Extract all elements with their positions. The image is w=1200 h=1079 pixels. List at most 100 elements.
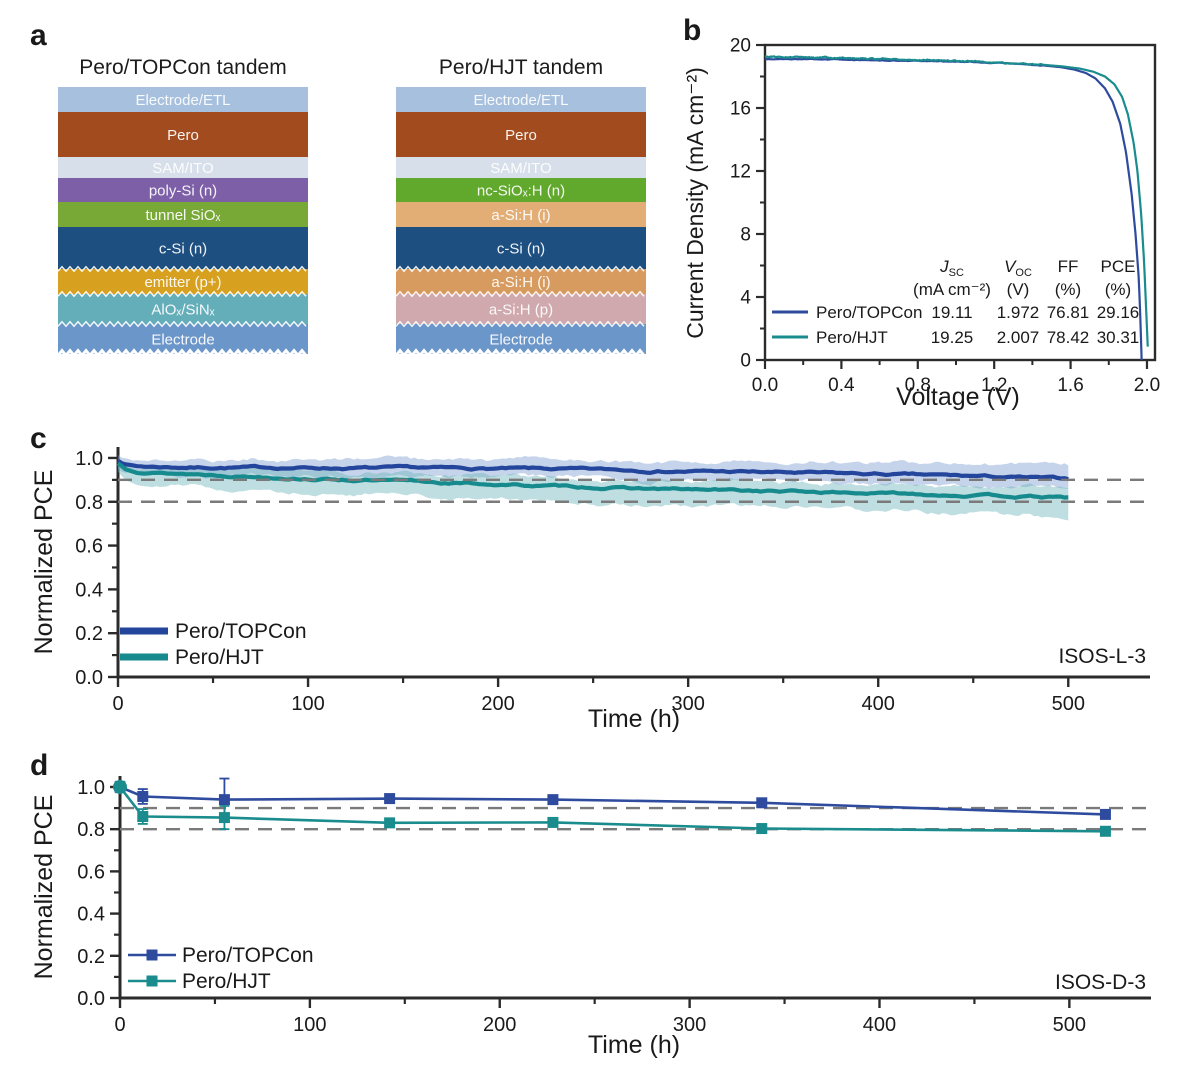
data-marker-square-hjt [218,812,230,824]
table-header-sub: OC [1015,267,1032,279]
layer-label: AlOₓ/SiNₓ [151,302,214,319]
layer-rect-6 [58,269,308,294]
stack-title-topcon: Pero/TOPCon tandem [79,56,286,79]
layer-zigzag-boundary [57,320,307,328]
table-header-sym: V [1004,257,1017,276]
b-legend-label-hjt: Pero/HJT [816,328,888,347]
table-value: 19.25 [931,328,974,347]
jv-curve-pero-hjt [764,55,1149,347]
x-tick-label: 2.0 [1134,375,1160,396]
layer-label: Electrode/ETL [473,92,568,109]
layer-rect-5 [58,227,308,269]
layer-label: c-Si (n) [159,241,207,258]
x-tick-label: 200 [481,693,514,715]
table-header-sym: J [939,257,949,276]
y-tick-label: 0.4 [75,579,103,601]
data-marker-square-hjt [756,823,768,835]
table-header-unit: (%) [1105,280,1131,299]
x-tick-label: 0 [114,1014,125,1036]
b-y-axis-title: Current Density (mA cm⁻²) [682,67,708,339]
layer-rect-4 [396,202,646,227]
x-tick-label: 0.0 [752,375,778,396]
panel-label-c: c [30,422,47,455]
x-tick-label: 1.6 [1057,375,1083,396]
d-legend-label-topcon: Pero/TOPCon [182,944,314,967]
layer-label: tunnel SiOₓ [146,207,221,224]
x-tick-label: 300 [671,693,704,715]
layer-stack-topcon: Electrode/ETL Pero SAM/ITO poly-Si (n) tunne… [56,87,308,358]
table-value: 2.007 [997,328,1040,347]
y-tick-label: 0.6 [77,861,105,883]
layer-rect-3 [396,178,646,202]
panel-label-d: d [30,749,48,782]
y-tick-label: 0.0 [77,988,105,1010]
layer-zigzag-boundary [395,265,645,273]
layer-zigzag-boundary [57,290,307,298]
jv-chart: 0.0 0.4 0.8 1.2 1.6 2.0 0 4 8 12 16 20 JSC(mA cm⁻²) V… [730,36,1160,397]
y-tick-label: 0.8 [75,492,103,514]
table-header: JSC [939,257,964,279]
y-tick-label: 1.0 [77,777,105,799]
y-tick-label: 16 [730,99,751,120]
table-header: VOC [1004,257,1032,279]
layer-label: a-Si:H (i) [491,207,550,224]
y-tick-label: 0.8 [77,819,105,841]
d-legend-label-hjt: Pero/HJT [182,970,271,993]
b-x-axis-title: Voltage (V) [896,383,1020,411]
x-tick-label: 300 [673,1014,706,1036]
d-legend-marker-hjt [146,975,158,987]
data-marker-square-topcon [756,797,768,809]
table-header-unit: (V) [1007,280,1030,299]
layer-rect-0 [396,87,646,112]
layer-rect-5 [396,227,646,269]
y-tick-label: 0.4 [77,904,105,926]
data-marker-square-hjt [1099,825,1111,837]
c-y-axis-title: Normalized PCE [30,470,58,655]
y-tick-label: 20 [730,36,751,57]
layer-rect-1 [396,112,646,157]
b-legend-label-topcon: Pero/TOPCon [816,303,922,322]
y-tick-label: 0.6 [75,536,103,558]
y-tick-label: 1.0 [75,448,103,470]
layer-label: nc-SiOₓ:H (n) [477,183,565,200]
layer-rect-0 [58,87,308,112]
table-value: 19.11 [931,303,972,322]
y-tick-label: 0 [740,351,751,372]
layer-label: Pero [505,127,537,144]
table-value: 29.16 [1097,303,1140,322]
data-marker-square-hjt [384,817,396,829]
y-tick-label: 12 [730,162,751,183]
layer-rect-2 [58,157,308,178]
layer-label: SAM/ITO [152,160,213,177]
x-tick-label: 400 [863,1014,896,1036]
layer-zigzag-bottom [394,348,646,358]
c-legend-label-hjt: Pero/HJT [175,646,264,669]
x-tick-label: 500 [1052,693,1085,715]
stability-line-hjt [116,461,1069,500]
data-marker-square-topcon [1099,808,1111,820]
y-tick-label: 8 [740,225,751,246]
layer-zigzag-boundary [395,290,645,298]
layer-zigzag-boundary [57,265,307,273]
layer-rect-7 [58,294,308,324]
table-header-sym: FF [1058,257,1079,276]
data-marker-circle-hjt [113,779,127,794]
y-tick-label: 0.0 [75,667,103,689]
data-marker-square-hjt [547,816,559,828]
table-value: 30.31 [1097,328,1140,347]
data-marker-square-topcon [384,793,396,805]
data-marker-square-topcon [137,790,149,802]
x-tick-label: 400 [862,693,895,715]
layer-stack-hjt: Electrode/ETL Pero SAM/ITO nc-SiOₓ:H (n) a-S… [394,87,646,358]
stack-title-hjt: Pero/HJT tandem [439,56,603,79]
y-tick-label: 0.2 [77,946,105,968]
stability-light-chart: 0 100 200 300 400 500 0.0 0.2 0.4 0.6 0.8 1.0 [75,447,1150,715]
layer-rect-2 [396,157,646,178]
d-x-axis-title: Time (h) [588,1031,680,1059]
x-tick-label: 200 [483,1014,516,1036]
d-legend-marker-topcon [146,949,158,961]
layer-label: Electrode [489,332,552,349]
layer-zigzag-bottom [56,348,308,358]
table-header: PCE [1101,257,1136,276]
